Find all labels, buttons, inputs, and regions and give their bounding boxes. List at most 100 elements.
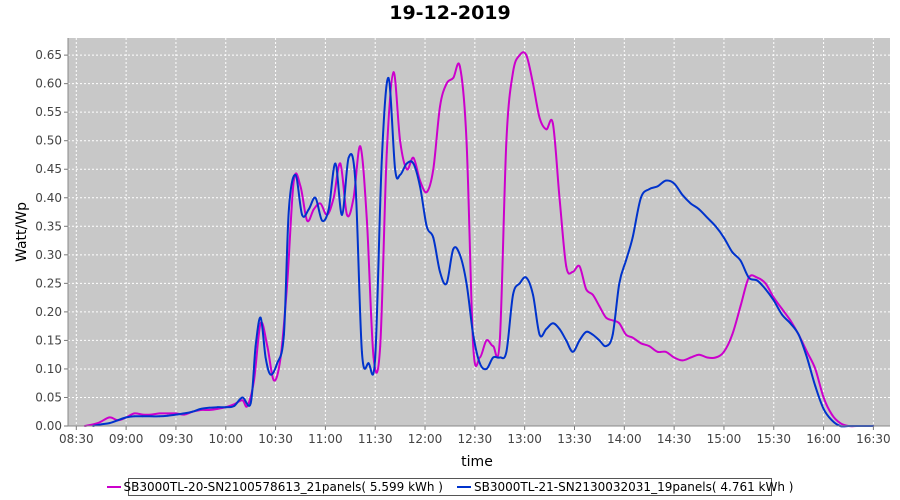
data-point-series-2 [183,412,186,415]
y-tick-label: 0.15 [35,333,62,347]
x-tick-label: 13:30 [557,432,592,446]
data-point-series-1 [664,350,667,353]
data-point-series-1 [806,350,808,353]
data-point-series-1 [412,156,415,159]
x-tick-label: 11:00 [308,432,343,446]
data-point-series-1 [831,413,833,416]
data-point-series-1 [141,413,144,416]
y-tick-label: 0.45 [35,162,62,176]
data-point-series-2 [394,168,396,171]
data-point-series-1 [241,399,244,402]
data-point-series-1 [565,265,568,268]
x-tick-label: 12:30 [458,432,493,446]
data-point-series-1 [648,345,651,347]
data-point-series-2 [264,356,267,359]
data-point-series-1 [379,345,382,347]
data-point-series-2 [571,350,574,353]
data-point-series-1 [108,416,111,419]
data-point-series-2 [216,406,219,409]
data-point-series-2 [100,423,103,426]
series-group [83,51,875,428]
data-point-series-1 [706,356,709,359]
data-point-series-2 [158,415,161,418]
y-tick-label: 0.40 [35,191,62,205]
data-point-series-1 [445,82,448,85]
data-point-series-2 [714,225,717,228]
data-point-series-1 [332,196,335,199]
y-axis-label: Watt/Wp [14,202,30,262]
data-point-series-1 [299,185,302,188]
data-point-series-2 [538,333,541,336]
data-point-series-1 [552,122,554,125]
data-point-series-2 [465,282,468,285]
data-point-series-2 [747,276,750,279]
data-point-series-2 [648,188,651,191]
x-tick-label: 14:30 [657,432,692,446]
data-point-series-2 [552,322,554,325]
data-point-series-2 [175,413,177,416]
chart-title: 19-12-2019 [389,2,511,24]
data-point-series-2 [492,356,494,359]
data-point-series-2 [405,162,408,165]
data-point-series-2 [591,333,594,336]
data-point-series-1 [498,339,501,342]
data-point-series-1 [585,288,587,290]
y-tick-label: 0.00 [35,419,62,433]
data-point-series-2 [558,328,561,330]
data-point-series-1 [452,77,455,79]
data-point-series-2 [439,271,441,273]
data-point-series-1 [133,412,136,415]
data-point-series-1 [673,356,675,359]
x-tick-label: 13:00 [507,432,542,446]
data-point-series-1 [611,319,614,322]
data-point-series-2 [605,345,607,347]
data-point-series-1 [405,168,408,171]
data-point-series-1 [723,350,725,353]
data-point-series-1 [545,128,548,131]
data-point-series-1 [319,202,322,205]
data-point-series-2 [764,288,767,290]
x-tick-label: 16:30 [856,432,891,446]
data-point-series-2 [478,362,481,365]
gridlines [68,38,890,426]
data-point-series-2 [141,415,144,418]
data-point-series-1 [518,54,521,56]
data-point-series-2 [673,182,675,185]
x-axis-label: time [461,454,493,470]
data-point-series-1 [558,196,561,199]
data-point-series-2 [631,236,634,239]
data-point-series-1 [625,333,627,336]
x-tick-label: 08:30 [59,432,94,446]
data-point-series-1 [97,422,99,424]
data-point-series-2 [116,419,119,422]
data-point-series-1 [158,412,161,415]
data-point-series-2 [445,282,448,285]
x-tick-label: 09:30 [159,432,194,446]
data-point-series-2 [625,259,627,262]
data-point-series-1 [399,139,401,142]
data-point-series-2 [822,408,825,410]
data-point-series-2 [208,406,211,409]
data-point-series-2 [498,356,501,359]
x-tick-label: 11:30 [358,432,393,446]
data-point-series-1 [352,196,355,199]
data-point-series-2 [739,259,742,262]
data-point-series-2 [532,293,534,296]
data-point-series-1 [714,356,717,359]
data-point-series-1 [439,105,441,108]
data-point-series-1 [216,408,219,410]
data-point-series-2 [425,225,428,228]
data-point-series-1 [839,422,842,424]
data-point-series-1 [631,336,634,339]
x-tick-label: 15:30 [756,432,791,446]
data-point-series-2 [233,405,236,407]
data-point-series-1 [532,82,534,85]
data-point-series-1 [538,117,541,119]
data-point-series-2 [781,313,783,316]
data-point-series-2 [618,282,621,285]
y-tick-label: 0.60 [35,77,62,91]
data-point-series-2 [432,236,435,239]
data-point-series-1 [689,356,692,359]
y-tick-label: 0.35 [35,219,62,233]
y-tick-label: 0.65 [35,48,62,62]
